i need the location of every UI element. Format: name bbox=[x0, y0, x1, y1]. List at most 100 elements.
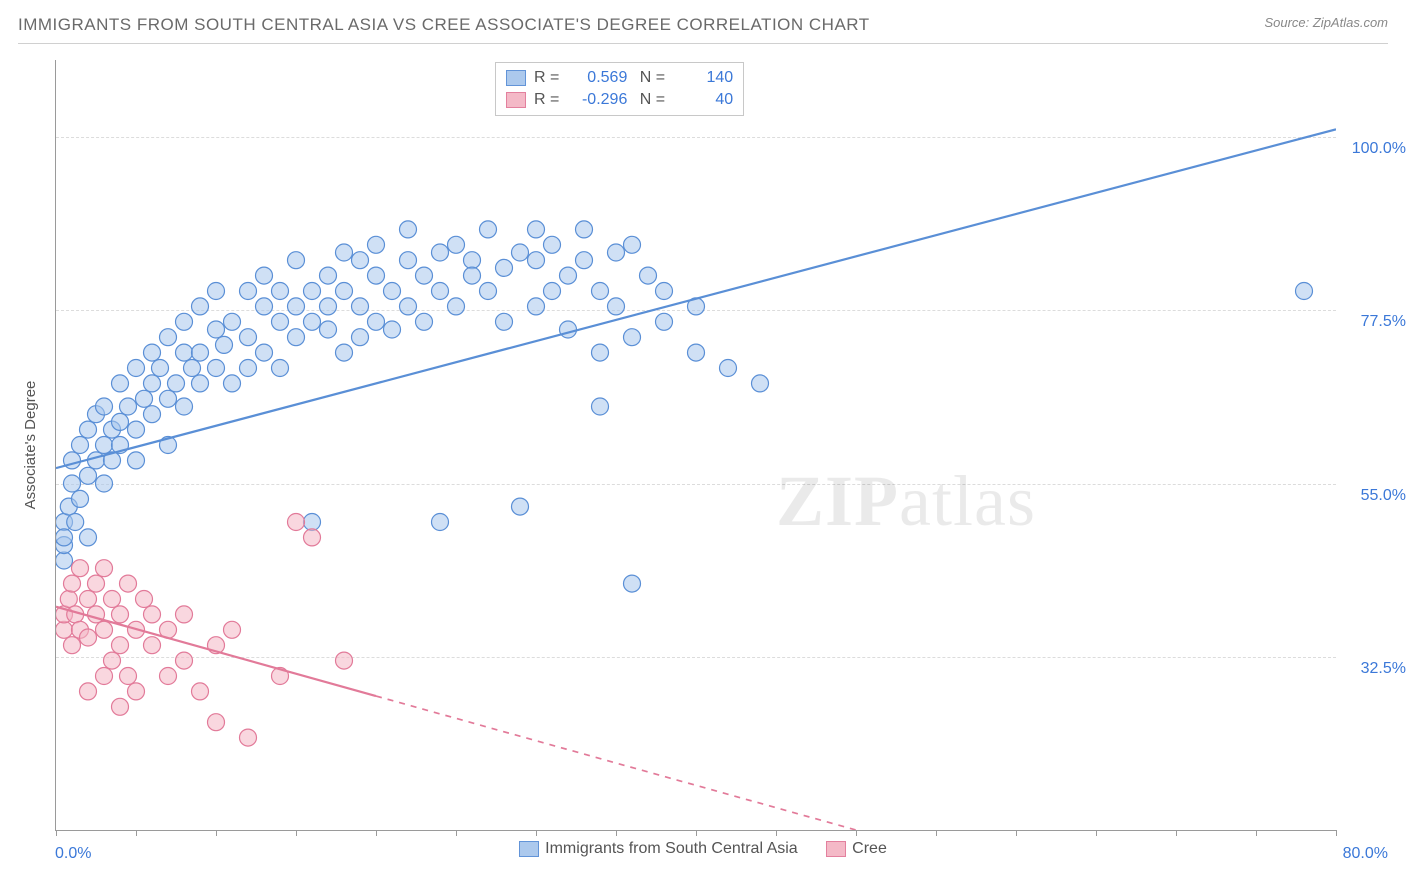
data-point bbox=[192, 683, 209, 700]
data-point bbox=[64, 475, 81, 492]
data-point bbox=[320, 267, 337, 284]
data-point bbox=[416, 313, 433, 330]
data-point bbox=[208, 360, 225, 377]
x-tick bbox=[376, 830, 377, 836]
data-point bbox=[576, 252, 593, 269]
x-tick bbox=[456, 830, 457, 836]
data-point bbox=[96, 475, 113, 492]
data-point bbox=[304, 283, 321, 300]
n-label: N = bbox=[635, 67, 665, 89]
legend-label-2: Cree bbox=[852, 840, 887, 858]
data-point bbox=[272, 313, 289, 330]
data-point bbox=[464, 267, 481, 284]
data-point bbox=[192, 375, 209, 392]
y-tick-label: 55.0% bbox=[1346, 487, 1406, 505]
data-point bbox=[176, 313, 193, 330]
x-tick bbox=[936, 830, 937, 836]
data-point bbox=[67, 514, 84, 531]
data-point bbox=[128, 421, 145, 438]
data-point bbox=[496, 313, 513, 330]
data-point bbox=[144, 375, 161, 392]
data-point bbox=[480, 283, 497, 300]
data-point bbox=[560, 267, 577, 284]
data-point bbox=[592, 283, 609, 300]
data-point bbox=[240, 283, 257, 300]
data-point bbox=[352, 252, 369, 269]
data-point bbox=[512, 244, 529, 261]
data-point bbox=[528, 298, 545, 315]
source-credit: Source: ZipAtlas.com bbox=[1264, 15, 1388, 30]
data-point bbox=[448, 298, 465, 315]
data-point bbox=[112, 698, 129, 715]
trend-line-dashed bbox=[376, 696, 856, 830]
r-value-2: -0.296 bbox=[567, 89, 627, 111]
data-point bbox=[64, 637, 81, 654]
scatter-chart bbox=[56, 60, 1336, 830]
data-point bbox=[96, 437, 113, 454]
legend-label-1: Immigrants from South Central Asia bbox=[545, 840, 798, 858]
data-point bbox=[160, 668, 177, 685]
data-point bbox=[352, 298, 369, 315]
data-point bbox=[120, 398, 137, 415]
data-point bbox=[224, 375, 241, 392]
data-point bbox=[336, 244, 353, 261]
data-point bbox=[80, 467, 97, 484]
data-point bbox=[96, 560, 113, 577]
data-point bbox=[224, 313, 241, 330]
data-point bbox=[176, 398, 193, 415]
data-point bbox=[192, 298, 209, 315]
data-point bbox=[304, 529, 321, 546]
data-point bbox=[136, 390, 153, 407]
x-tick bbox=[1096, 830, 1097, 836]
data-point bbox=[224, 621, 241, 638]
data-point bbox=[176, 606, 193, 623]
legend-item-2: Cree bbox=[826, 840, 887, 858]
data-point bbox=[304, 514, 321, 531]
swatch-series1-bottom bbox=[519, 841, 539, 857]
data-point bbox=[144, 606, 161, 623]
n-label-2: N = bbox=[635, 89, 665, 111]
data-point bbox=[592, 344, 609, 361]
data-point bbox=[128, 683, 145, 700]
data-point bbox=[112, 637, 129, 654]
y-tick-label: 100.0% bbox=[1346, 140, 1406, 158]
data-point bbox=[112, 413, 129, 430]
x-tick bbox=[296, 830, 297, 836]
data-point bbox=[288, 514, 305, 531]
data-point bbox=[320, 298, 337, 315]
x-tick bbox=[1256, 830, 1257, 836]
data-point bbox=[624, 575, 641, 592]
r-label-2: R = bbox=[534, 89, 559, 111]
data-point bbox=[80, 529, 97, 546]
data-point bbox=[96, 621, 113, 638]
legend-bottom: Immigrants from South Central Asia Cree bbox=[0, 840, 1406, 890]
data-point bbox=[320, 321, 337, 338]
data-point bbox=[624, 329, 641, 346]
data-point bbox=[368, 313, 385, 330]
data-point bbox=[96, 398, 113, 415]
data-point bbox=[136, 591, 153, 608]
data-point bbox=[56, 529, 73, 546]
data-point bbox=[336, 283, 353, 300]
data-point bbox=[512, 498, 529, 515]
data-point bbox=[544, 283, 561, 300]
data-point bbox=[184, 360, 201, 377]
data-point bbox=[120, 575, 137, 592]
y-tick-label: 32.5% bbox=[1346, 660, 1406, 678]
data-point bbox=[432, 283, 449, 300]
y-axis-title: Associate's Degree bbox=[22, 381, 39, 510]
x-tick bbox=[696, 830, 697, 836]
data-point bbox=[120, 668, 137, 685]
data-point bbox=[112, 375, 129, 392]
data-point bbox=[256, 298, 273, 315]
data-point bbox=[288, 298, 305, 315]
data-point bbox=[64, 575, 81, 592]
n-value-2: 40 bbox=[673, 89, 733, 111]
chart-title: IMMIGRANTS FROM SOUTH CENTRAL ASIA VS CR… bbox=[18, 15, 870, 34]
legend-row-1: R = 0.569 N = 140 bbox=[506, 67, 733, 89]
data-point bbox=[128, 360, 145, 377]
title-bar: IMMIGRANTS FROM SOUTH CENTRAL ASIA VS CR… bbox=[18, 15, 1388, 44]
data-point bbox=[240, 329, 257, 346]
data-point bbox=[576, 221, 593, 238]
data-point bbox=[432, 514, 449, 531]
